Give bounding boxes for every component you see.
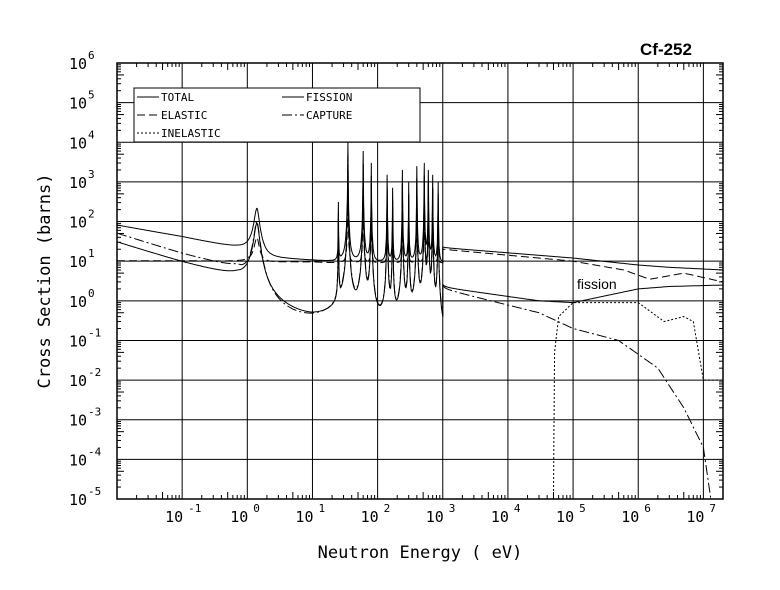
- series-group: [116, 142, 724, 500]
- y-tick-label: 10: [69, 214, 87, 232]
- y-tick-label: 10: [69, 95, 87, 113]
- x-tick-label: 10: [295, 508, 313, 526]
- y-tick-exponent: 3: [88, 168, 95, 181]
- y-tick-label: 10: [69, 174, 87, 192]
- legend-label-inelastic: INELASTIC: [161, 127, 221, 140]
- x-tick-label: 10: [361, 508, 379, 526]
- y-tick-label: 10: [69, 372, 87, 390]
- y-axis-label: Cross Section (barns): [35, 174, 55, 389]
- legend: TOTAL ELASTIC INELASTIC FISSION CAPTURE: [133, 87, 421, 143]
- x-tick-label: 10: [621, 508, 639, 526]
- plot-frame: [116, 62, 724, 500]
- annotation-fission: fission: [577, 276, 617, 292]
- y-tick-exponent: -2: [88, 366, 101, 379]
- y-tick-label: 10: [69, 293, 87, 311]
- legend-label-total: TOTAL: [161, 91, 194, 104]
- y-tick-label: 10: [69, 451, 87, 469]
- x-tick-label: 10: [230, 508, 248, 526]
- x-tick-label: 10: [426, 508, 444, 526]
- series-capture-line: [116, 154, 712, 500]
- series-fission-line: [116, 155, 724, 317]
- x-tick-exponent: 5: [579, 502, 586, 515]
- y-tick-exponent: -5: [88, 485, 101, 498]
- x-tick-exponent: -1: [188, 502, 201, 515]
- x-tick-exponent: 7: [709, 502, 716, 515]
- y-tick-label: 10: [69, 332, 87, 350]
- series-inelastic-line: [553, 302, 723, 500]
- y-tick-label: 10: [69, 134, 87, 152]
- x-tick-label: 10: [491, 508, 509, 526]
- legend-label-fission: FISSION: [306, 91, 352, 104]
- x-tick-label: 10: [686, 508, 704, 526]
- y-tick-exponent: -3: [88, 406, 101, 419]
- y-tick-exponent: 5: [88, 89, 95, 102]
- legend-label-elastic: ELASTIC: [161, 109, 207, 122]
- series-total-line: [116, 142, 724, 271]
- y-tick-label: 10: [69, 55, 87, 73]
- y-tick-exponent: 6: [88, 49, 95, 62]
- y-tick-label: 10: [69, 491, 87, 509]
- y-tick-exponent: 4: [88, 128, 95, 141]
- y-tick-exponent: 2: [88, 208, 95, 221]
- y-tick-label: 10: [69, 253, 87, 271]
- chart-title: Cf-252: [640, 40, 692, 59]
- x-axis-label: Neutron Energy ( eV): [318, 543, 523, 563]
- x-tick-exponent: 2: [384, 502, 391, 515]
- series-elastic-line: [117, 174, 724, 283]
- y-tick-exponent: 1: [88, 247, 95, 260]
- x-tick-exponent: 3: [449, 502, 456, 515]
- x-tick-exponent: 1: [318, 502, 325, 515]
- x-tick-exponent: 6: [644, 502, 651, 515]
- y-tick-exponent: -4: [88, 445, 102, 458]
- y-tick-label: 10: [69, 412, 87, 430]
- legend-label-capture: CAPTURE: [306, 109, 352, 122]
- legend-box: [133, 87, 421, 143]
- y-tick-exponent: -1: [88, 326, 101, 339]
- x-tick-label: 10: [165, 508, 183, 526]
- x-tick-exponent: 0: [253, 502, 260, 515]
- y-tick-exponent: 0: [88, 287, 95, 300]
- x-tick-exponent: 4: [514, 502, 521, 515]
- x-tick-label: 10: [556, 508, 574, 526]
